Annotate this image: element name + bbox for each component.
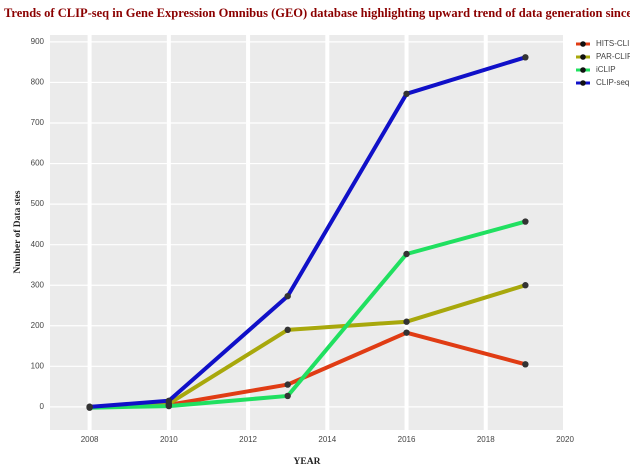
data-point xyxy=(284,381,291,388)
y-tick-label: 600 xyxy=(31,159,45,168)
y-tick-label: 500 xyxy=(31,199,45,208)
data-point xyxy=(86,403,93,411)
data-point xyxy=(522,218,529,225)
data-point xyxy=(403,329,410,336)
y-tick-label: 100 xyxy=(31,361,45,370)
x-tick-label: 2012 xyxy=(239,435,257,444)
y-tick-label: 900 xyxy=(31,37,45,46)
y-axis-title: Number of Data stes xyxy=(13,190,23,273)
legend-label: CLIP-seq xyxy=(596,78,629,87)
x-tick-label: 2014 xyxy=(318,435,336,444)
y-tick-label: 400 xyxy=(31,240,45,249)
data-point xyxy=(522,54,529,61)
data-point xyxy=(284,326,291,334)
chart-title: Trends of CLIP-seq in Gene Expression Om… xyxy=(4,6,630,20)
data-point xyxy=(403,90,410,98)
x-axis-title: YEAR xyxy=(294,457,321,467)
data-point xyxy=(522,361,529,368)
data-point xyxy=(403,318,410,325)
x-tick-label: 2010 xyxy=(160,435,178,444)
legend-label: PAR-CLIP xyxy=(596,52,630,61)
data-point xyxy=(284,292,291,300)
data-point xyxy=(165,402,173,410)
legend-label: iCLIP xyxy=(596,65,616,74)
x-tick-label: 2008 xyxy=(81,435,99,444)
legend-dot xyxy=(580,67,586,73)
data-point xyxy=(522,282,529,289)
data-point xyxy=(403,250,410,258)
x-tick-label: 2020 xyxy=(556,435,574,444)
data-point xyxy=(284,392,291,400)
y-tick-label: 700 xyxy=(31,118,45,127)
x-tick-label: 2018 xyxy=(477,435,495,444)
data-point xyxy=(165,397,173,405)
legend-dot xyxy=(580,41,586,47)
legend-dot xyxy=(580,54,586,60)
y-tick-label: 300 xyxy=(31,280,45,289)
y-tick-label: 200 xyxy=(31,321,45,330)
legend-dot xyxy=(580,80,586,86)
y-tick-label: 0 xyxy=(40,402,45,411)
x-tick-label: 2016 xyxy=(398,435,416,444)
legend-label: HITS-CLIP xyxy=(596,39,630,48)
y-tick-label: 800 xyxy=(31,78,45,87)
